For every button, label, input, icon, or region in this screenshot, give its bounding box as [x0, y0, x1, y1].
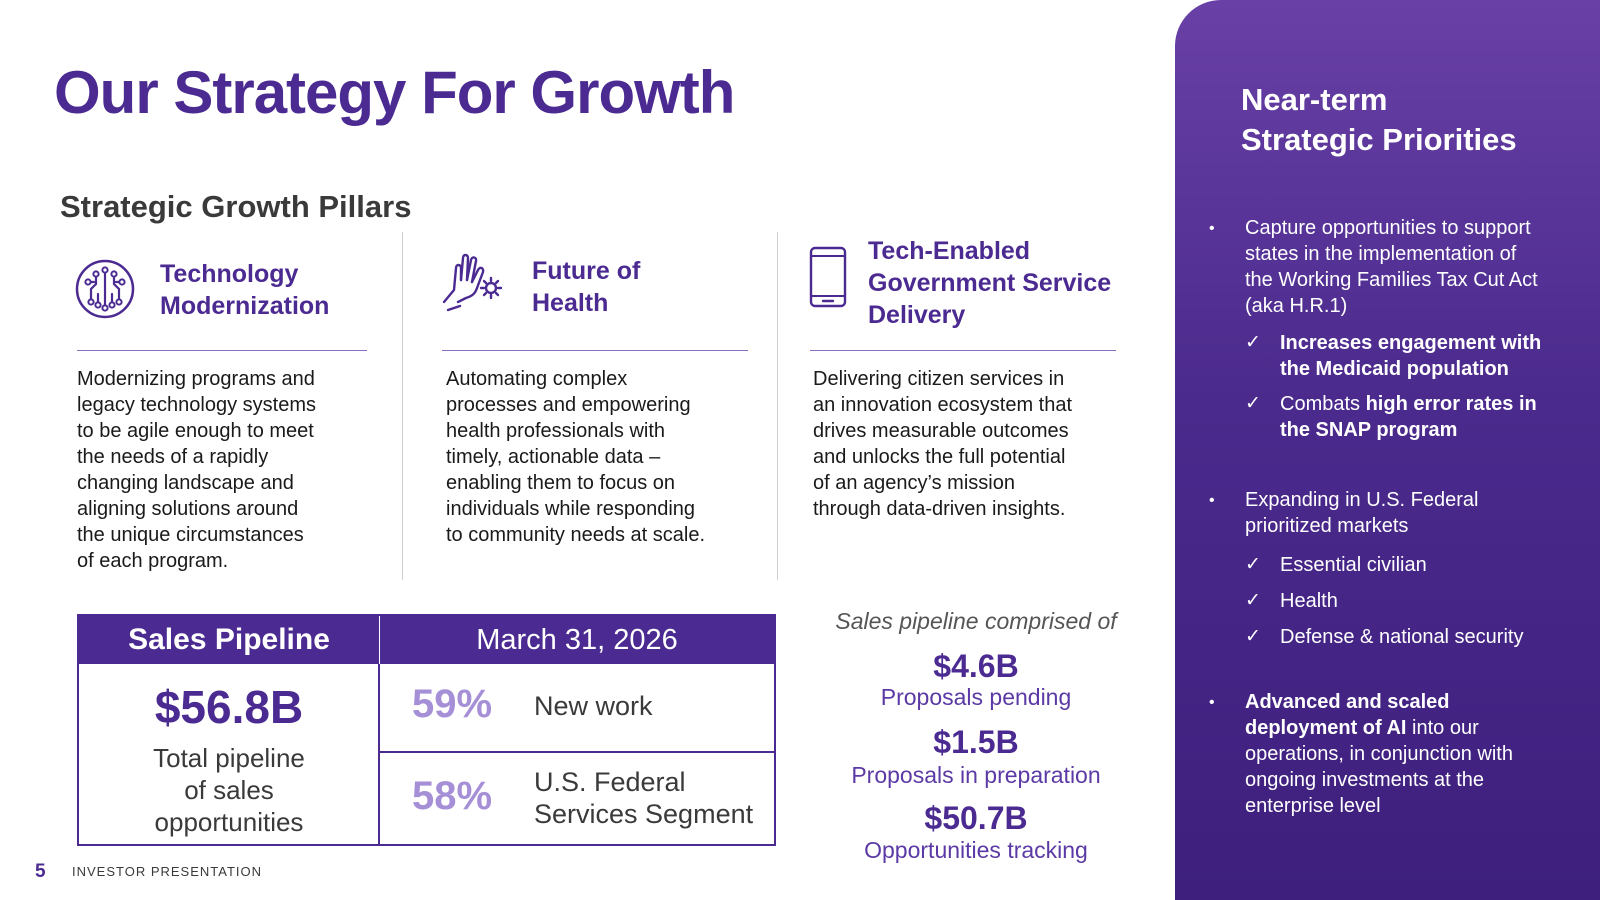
pillar-title-health: Future of Health: [532, 257, 641, 317]
check-icon: ✓: [1245, 332, 1261, 353]
pillar-description-government: Delivering citizen services in an innova…: [813, 368, 1073, 520]
circuit-chip-icon: [75, 259, 135, 319]
page-title: Our Strategy For Growth: [54, 59, 735, 126]
priorities-panel: Near-term Strategic Priorities • Capture…: [1175, 0, 1600, 900]
pillar-description-health: Automating complex processes and empower…: [446, 368, 706, 546]
pipeline-date: March 31, 2026: [379, 616, 774, 664]
proposals-pending-value: $4.6B: [933, 648, 1019, 684]
table-divider: [378, 664, 380, 844]
sub-item-medicaid: Increases engagement with the Medicaid p…: [1280, 332, 1542, 380]
page-number: 5: [35, 861, 46, 882]
bullet-icon: •: [1209, 220, 1215, 237]
priority-item-federal: Expanding in U.S. Federal prioritized ma…: [1245, 489, 1479, 537]
priority-item-states: Capture opportunities to support states …: [1245, 217, 1538, 317]
pillar-description-technology: Modernizing programs and legacy technolo…: [77, 368, 317, 572]
new-work-label: New work: [534, 691, 653, 721]
opportunities-tracking-value: $50.7B: [924, 800, 1028, 836]
bullet-icon: •: [1209, 694, 1215, 711]
footer-label: INVESTOR PRESENTATION: [72, 864, 263, 879]
pillar-rule: [77, 350, 367, 351]
priorities-title: Near-term Strategic Priorities: [1241, 82, 1517, 157]
sub-item-civilian: Essential civilian: [1280, 554, 1427, 576]
opportunities-tracking-label: Opportunities tracking: [864, 837, 1088, 863]
pipeline-header: Sales Pipeline: [79, 616, 379, 664]
mobile-phone-icon: [809, 246, 847, 308]
check-icon: ✓: [1245, 626, 1261, 647]
sub-item-health: Health: [1280, 590, 1338, 612]
pillar-divider: [402, 232, 403, 580]
sub-item-defense: Defense & national security: [1280, 626, 1524, 648]
proposals-preparation-value: $1.5B: [933, 724, 1019, 760]
federal-percent: 58%: [412, 774, 493, 818]
new-work-percent: 59%: [412, 682, 493, 726]
proposals-preparation-label: Proposals in preparation: [851, 762, 1101, 788]
pillar-title-government: Tech-Enabled Government Service Delivery: [868, 237, 1112, 329]
sales-pipeline-table: Sales Pipeline March 31, 2026 $56.8B Tot…: [77, 614, 776, 846]
federal-label: U.S. Federal Services Segment: [534, 767, 754, 829]
check-icon: ✓: [1245, 554, 1261, 575]
bullet-icon: •: [1209, 492, 1215, 509]
pipeline-composition-title: Sales pipeline comprised of: [835, 608, 1117, 634]
pillar-rule: [442, 350, 748, 351]
pillar-rule: [810, 350, 1116, 351]
check-icon: ✓: [1245, 393, 1261, 414]
priority-item-ai: Advanced and scaled deployment of AI int…: [1245, 691, 1513, 817]
hand-gear-icon: [442, 253, 503, 312]
pillar-title-technology: Technology Modernization: [160, 260, 330, 320]
sub-item-snap: Combats high error rates in the SNAP pro…: [1280, 393, 1537, 441]
pipeline-total-label: Total pipeline of sales opportunities: [153, 743, 305, 837]
check-icon: ✓: [1245, 590, 1261, 611]
proposals-pending-label: Proposals pending: [880, 684, 1072, 710]
pillar-divider: [777, 232, 778, 580]
pillars-heading: Strategic Growth Pillars: [60, 189, 412, 224]
pipeline-total: $56.8B: [154, 681, 304, 733]
table-divider: [379, 751, 774, 753]
